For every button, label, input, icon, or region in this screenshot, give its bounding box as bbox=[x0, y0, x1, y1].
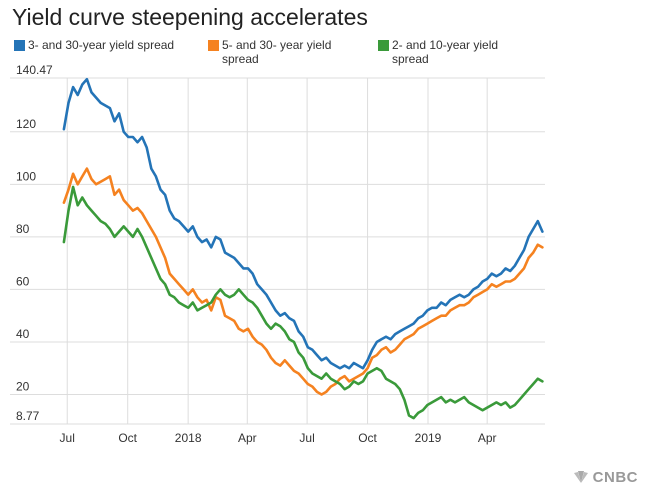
x-tick-label: Jul bbox=[299, 431, 314, 445]
legend-swatch-2-10 bbox=[378, 40, 389, 51]
x-tick-label: 2019 bbox=[415, 431, 442, 445]
x-tick-label: Oct bbox=[118, 431, 137, 445]
x-tick-label: Apr bbox=[238, 431, 257, 445]
y-tick-label: 40 bbox=[16, 327, 30, 341]
peacock-icon bbox=[573, 471, 588, 483]
legend-swatch-3-30 bbox=[14, 40, 25, 51]
y-tick-label: 60 bbox=[16, 274, 30, 288]
gridlines bbox=[10, 77, 545, 425]
legend-label-3-30: 3- and 30-year yield spread bbox=[28, 38, 175, 52]
legend-label-2-10: 2- and 10-year yield spread bbox=[392, 38, 499, 66]
x-tick-label: 2018 bbox=[175, 431, 202, 445]
cnbc-logo: CNBC bbox=[572, 469, 638, 486]
series-line-0 bbox=[62, 77, 544, 370]
y-tick-label: 8.77 bbox=[16, 409, 40, 423]
y-tick-label: 100 bbox=[16, 169, 36, 183]
legend-label-5-30: 5- and 30- year yield spread bbox=[222, 38, 332, 66]
y-tick-label: 80 bbox=[16, 222, 30, 236]
y-tick-label: 140.47 bbox=[16, 63, 53, 77]
chart-title: Yield curve steepening accelerates bbox=[12, 4, 368, 30]
legend-item-2-10: 2- and 10-year yield spread bbox=[378, 38, 518, 66]
series-lines bbox=[62, 77, 544, 420]
x-tick-label: Oct bbox=[358, 431, 377, 445]
x-axis-ticks: Jul Oct 2018 Apr Jul Oct 2019 Apr bbox=[60, 431, 497, 445]
y-tick-label: 120 bbox=[16, 117, 36, 131]
x-tick-label: Apr bbox=[478, 431, 497, 445]
cnbc-logo-text: CNBC bbox=[592, 469, 638, 486]
y-axis-ticks: 140.47 120 100 80 60 40 20 8.77 bbox=[16, 63, 53, 423]
legend-item-5-30: 5- and 30- year yield spread bbox=[208, 38, 348, 66]
y-tick-label: 20 bbox=[16, 379, 30, 393]
legend-swatch-5-30 bbox=[208, 40, 219, 51]
x-tick-label: Jul bbox=[60, 431, 75, 445]
series-line-1 bbox=[62, 167, 544, 396]
legend: 3- and 30-year yield spread 5- and 30- y… bbox=[14, 38, 634, 72]
legend-item-3-30: 3- and 30-year yield spread bbox=[14, 38, 194, 52]
series-line-2 bbox=[62, 185, 544, 420]
